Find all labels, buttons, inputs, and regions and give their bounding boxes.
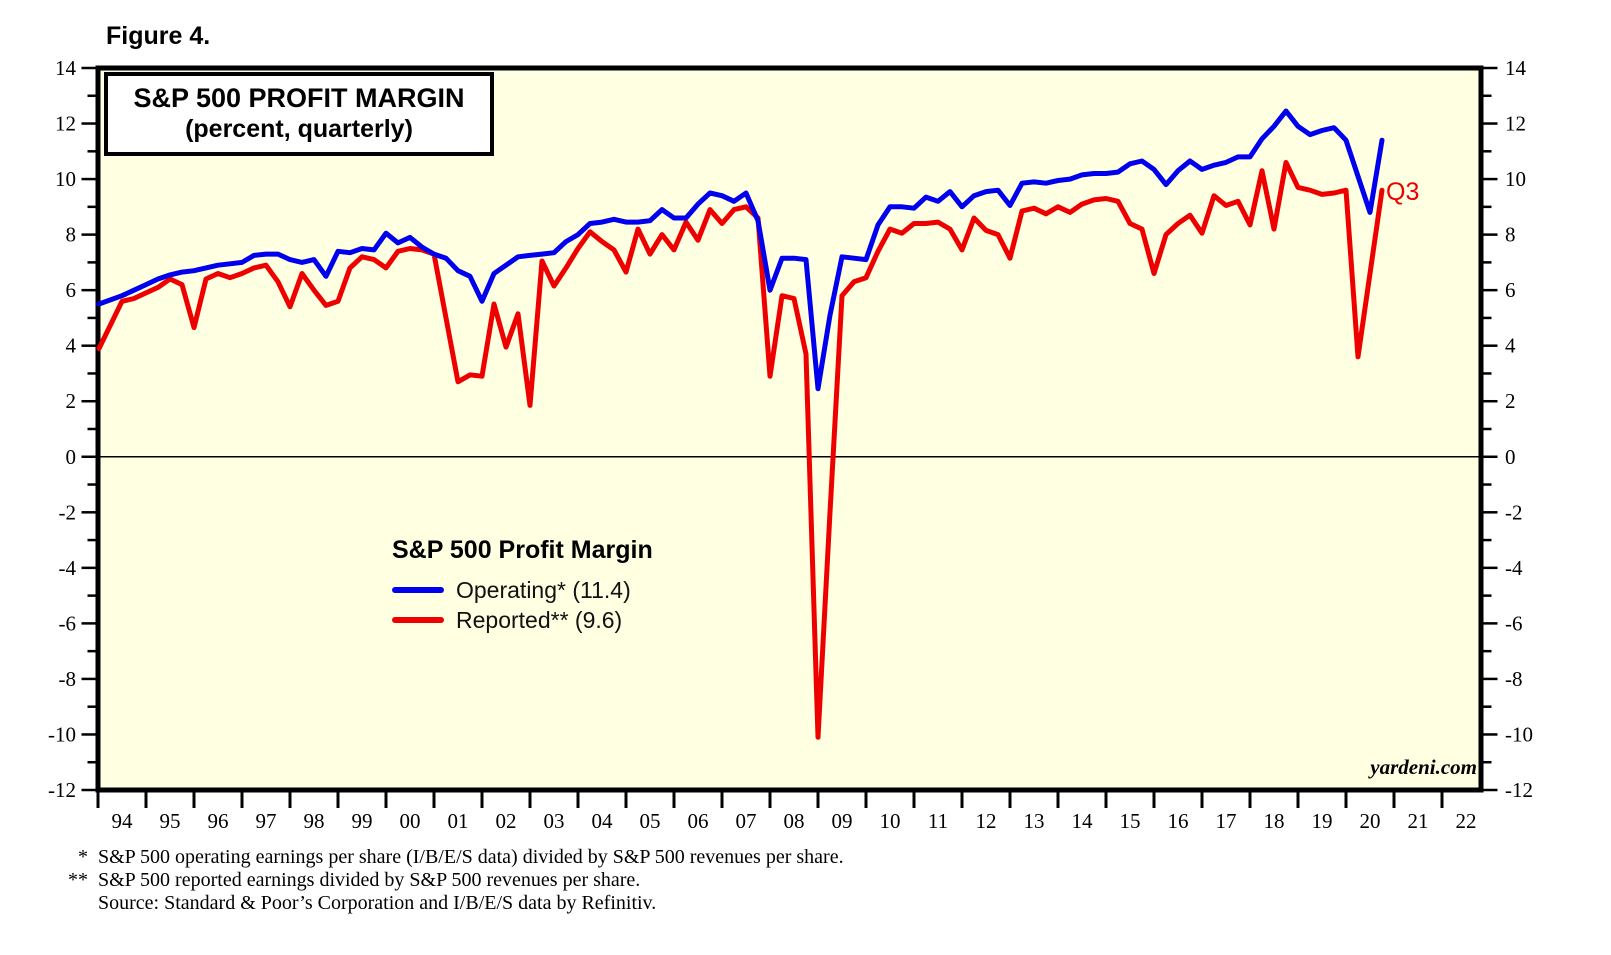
legend-item-reported: Reported** (9.6) [392, 605, 653, 635]
axis-tick-label: 94 [112, 809, 134, 833]
axis-tick-label: 05 [640, 809, 661, 833]
axis-tick-label: -2 [1505, 500, 1523, 524]
axis-tick-label: 0 [1505, 445, 1516, 469]
axis-tick-label: 98 [304, 809, 325, 833]
footnote-operating: * S&P 500 operating earnings per share (… [78, 846, 844, 868]
axis-tick-label: 04 [592, 809, 614, 833]
yardeni-watermark: yardeni.com [1370, 755, 1477, 779]
axis-tick-label: 10 [880, 809, 901, 833]
axis-tick-label: 09 [832, 809, 853, 833]
axis-tick-label: 14 [1505, 56, 1527, 80]
legend-item-operating: Operating* (11.4) [392, 575, 653, 605]
axis-tick-label: 95 [160, 809, 181, 833]
axis-tick-label: -6 [59, 611, 77, 635]
axis-tick-label: 08 [784, 809, 805, 833]
axis-tick-label: 02 [496, 809, 517, 833]
reported-margin-line [96, 159, 1385, 740]
axis-tick-label: 19 [1312, 809, 1333, 833]
reported-line-swatch [392, 617, 444, 623]
axis-tick-label: 13 [1024, 809, 1045, 833]
axis-tick-label: 12 [55, 112, 76, 136]
axis-tick-label: -10 [1505, 722, 1533, 746]
axis-tick-label: 10 [55, 167, 76, 191]
axis-tick-label: -12 [48, 778, 76, 802]
axis-tick-label: 22 [1456, 809, 1477, 833]
axis-tick-label: -2 [59, 500, 77, 524]
axis-tick-label: -8 [59, 667, 77, 691]
axis-tick-label: 99 [352, 809, 373, 833]
axis-tick-label: 00 [400, 809, 421, 833]
axis-tick-label: 4 [66, 334, 77, 358]
footnotes: * S&P 500 operating earnings per share (… [40, 846, 1140, 915]
axis-tick-label: 12 [976, 809, 997, 833]
axis-tick-label: 14 [55, 56, 77, 80]
footnote-reported: ** S&P 500 reported earnings divided by … [68, 869, 641, 891]
legend-label-reported: Reported** (9.6) [456, 606, 623, 633]
axis-tick-label: 21 [1408, 809, 1429, 833]
axis-tick-label: 6 [66, 278, 77, 302]
axis-tick-label: 12 [1505, 112, 1526, 136]
axis-tick-label: 8 [66, 223, 77, 247]
axis-tick-label: 07 [736, 809, 757, 833]
axis-tick-label: 96 [208, 809, 229, 833]
axis-tick-label: 01 [448, 809, 469, 833]
axis-tick-label: 2 [66, 389, 77, 413]
axis-tick-label: -12 [1505, 778, 1533, 802]
axis-tick-label: 16 [1168, 809, 1189, 833]
axis-tick-label: 11 [928, 809, 948, 833]
axis-tick-label: 14 [1072, 809, 1094, 833]
axis-tick-label: 03 [544, 809, 565, 833]
axis-tick-label: 8 [1505, 223, 1516, 247]
axis-tick-label: -4 [1505, 556, 1523, 580]
footnote-source: Source: Standard & Poor’s Corporation an… [98, 892, 657, 914]
axis-tick-label: 20 [1360, 809, 1381, 833]
axis-tick-label: 6 [1505, 278, 1516, 302]
axis-tick-label: 0 [66, 445, 77, 469]
chart-subtitle: (percent, quarterly) [185, 115, 413, 143]
axis-tick-label: 17 [1216, 809, 1237, 833]
legend-title: S&P 500 Profit Margin [392, 536, 653, 564]
chart-title-box: S&P 500 PROFIT MARGIN (percent, quarterl… [104, 72, 494, 156]
operating-margin-line [96, 108, 1385, 392]
axis-tick-label: 4 [1505, 334, 1516, 358]
chart-title: S&P 500 PROFIT MARGIN [133, 83, 465, 113]
axis-tick-label: 15 [1120, 809, 1141, 833]
axis-tick-label: 18 [1264, 809, 1285, 833]
axis-tick-label: 2 [1505, 389, 1516, 413]
legend-label-operating: Operating* (11.4) [456, 576, 631, 603]
axis-tick-label: -8 [1505, 667, 1523, 691]
axis-tick-label: -10 [48, 722, 76, 746]
operating-line-swatch [392, 587, 444, 593]
axis-tick-label: -6 [1505, 611, 1523, 635]
latest-quarter-annotation: Q3 [1386, 178, 1420, 206]
legend: S&P 500 Profit Margin Operating* (11.4) … [392, 536, 653, 635]
axis-tick-label: -4 [59, 556, 77, 580]
axis-tick-label: 06 [688, 809, 709, 833]
figure-label: Figure 4. [106, 22, 211, 50]
axis-tick-label: 97 [256, 809, 277, 833]
axis-tick-label: 10 [1505, 167, 1526, 191]
